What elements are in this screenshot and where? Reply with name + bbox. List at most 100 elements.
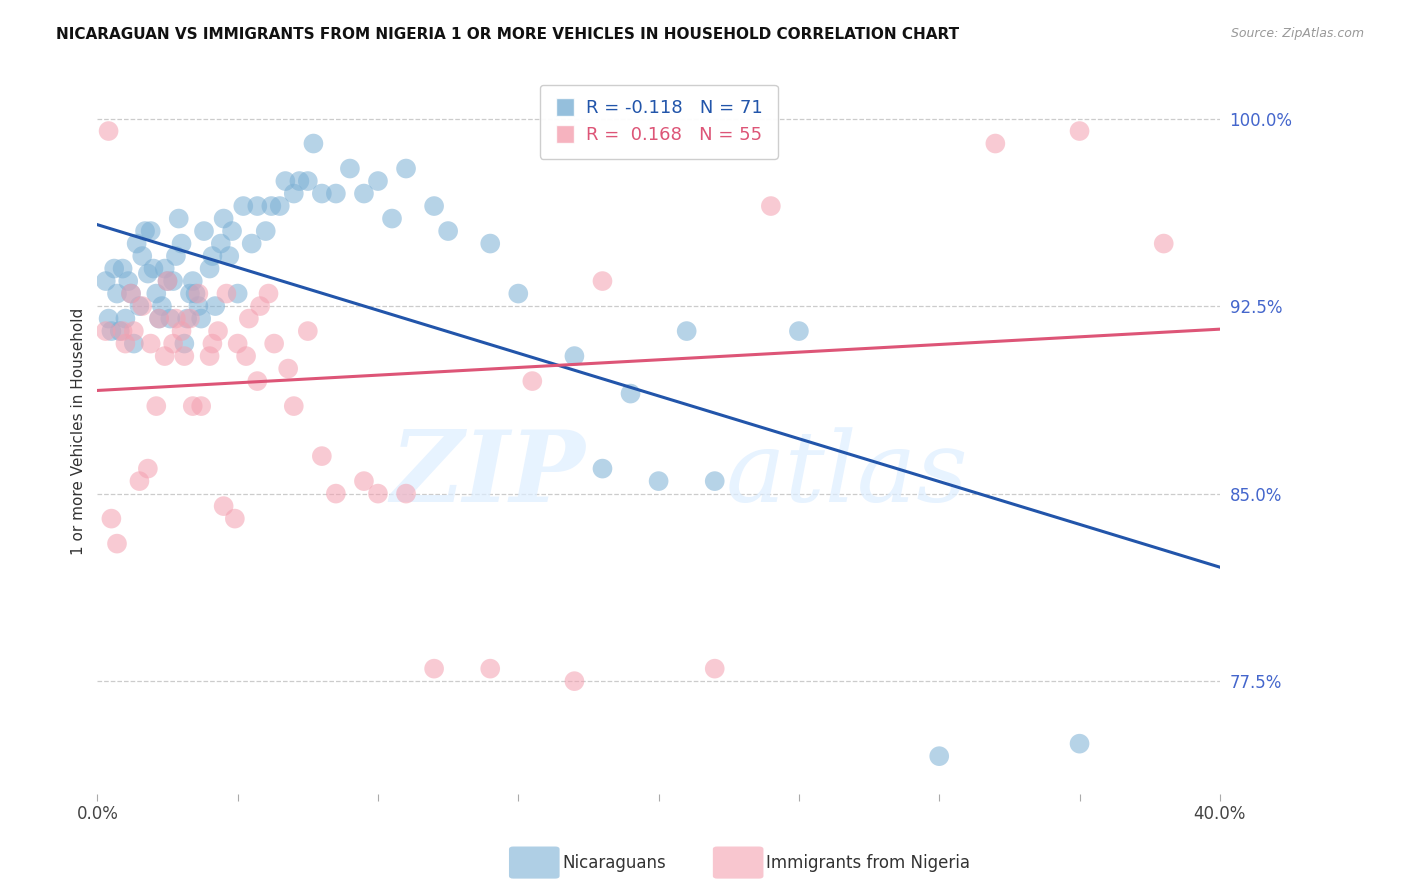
Point <box>257 286 280 301</box>
Text: NICARAGUAN VS IMMIGRANTS FROM NIGERIA 1 OR MORE VEHICLES IN HOUSEHOLD CORRELATIO: NICARAGUAN VS IMMIGRANTS FROM NIGERIA 1 … <box>56 27 959 42</box>
Point <box>145 399 167 413</box>
Y-axis label: 1 or more Vehicles in Household: 1 or more Vehicles in Household <box>72 308 86 555</box>
Point <box>142 261 165 276</box>
Point <box>165 249 187 263</box>
Point <box>367 174 389 188</box>
Text: Nicaraguans: Nicaraguans <box>562 854 666 871</box>
Point <box>226 336 249 351</box>
Point <box>204 299 226 313</box>
Point <box>297 174 319 188</box>
Point <box>619 386 641 401</box>
Point <box>311 186 333 201</box>
Point <box>246 199 269 213</box>
Point <box>156 274 179 288</box>
Point <box>173 349 195 363</box>
Point <box>105 536 128 550</box>
Point <box>249 299 271 313</box>
Point <box>179 286 201 301</box>
FancyBboxPatch shape <box>713 847 763 879</box>
Point <box>395 161 418 176</box>
Point <box>139 224 162 238</box>
Point <box>120 286 142 301</box>
Point <box>122 336 145 351</box>
Point <box>145 286 167 301</box>
Point <box>564 674 586 689</box>
Point <box>224 511 246 525</box>
Point <box>325 486 347 500</box>
Point <box>103 261 125 276</box>
Point <box>759 199 782 213</box>
Legend: R = -0.118   N = 71, R =  0.168   N = 55: R = -0.118 N = 71, R = 0.168 N = 55 <box>540 85 778 159</box>
Point <box>215 286 238 301</box>
Point <box>984 136 1007 151</box>
Point <box>232 199 254 213</box>
Point <box>260 199 283 213</box>
Point <box>131 249 153 263</box>
Point <box>148 311 170 326</box>
Point <box>128 299 150 313</box>
Point <box>226 286 249 301</box>
Point <box>190 399 212 413</box>
Point <box>148 311 170 326</box>
Point <box>353 474 375 488</box>
Point <box>170 324 193 338</box>
Point <box>325 186 347 201</box>
Text: Source: ZipAtlas.com: Source: ZipAtlas.com <box>1230 27 1364 40</box>
Point <box>193 224 215 238</box>
Point <box>221 224 243 238</box>
Point <box>235 349 257 363</box>
Point <box>209 236 232 251</box>
Point <box>136 461 159 475</box>
Point <box>564 349 586 363</box>
Point <box>162 274 184 288</box>
Point <box>136 267 159 281</box>
Point <box>928 749 950 764</box>
Point <box>114 311 136 326</box>
Text: atlas: atlas <box>725 427 969 522</box>
Point <box>283 186 305 201</box>
Point <box>395 486 418 500</box>
Point <box>150 299 173 313</box>
FancyBboxPatch shape <box>509 847 560 879</box>
Point <box>277 361 299 376</box>
Point <box>201 336 224 351</box>
Point <box>339 161 361 176</box>
Point <box>190 311 212 326</box>
Point <box>1069 124 1091 138</box>
Point <box>1153 236 1175 251</box>
Point <box>105 286 128 301</box>
Point <box>156 274 179 288</box>
Point <box>288 174 311 188</box>
Point <box>311 449 333 463</box>
Point <box>134 224 156 238</box>
Point <box>263 336 285 351</box>
Point <box>218 249 240 263</box>
Point <box>302 136 325 151</box>
Text: ZIP: ZIP <box>391 426 586 523</box>
Point <box>184 286 207 301</box>
Point <box>167 211 190 226</box>
Point <box>181 274 204 288</box>
Point <box>198 261 221 276</box>
Point <box>283 399 305 413</box>
Point <box>125 236 148 251</box>
Point <box>246 374 269 388</box>
Point <box>647 474 669 488</box>
Point <box>114 336 136 351</box>
Text: Immigrants from Nigeria: Immigrants from Nigeria <box>766 854 970 871</box>
Point <box>274 174 297 188</box>
Point <box>128 474 150 488</box>
Point <box>179 311 201 326</box>
Point <box>108 324 131 338</box>
Point <box>423 199 446 213</box>
Point <box>97 124 120 138</box>
Point <box>181 399 204 413</box>
Point <box>479 236 502 251</box>
Point <box>353 186 375 201</box>
Point <box>173 336 195 351</box>
Point <box>97 311 120 326</box>
Point <box>508 286 530 301</box>
Point <box>269 199 291 213</box>
Point <box>1069 737 1091 751</box>
Point <box>212 499 235 513</box>
